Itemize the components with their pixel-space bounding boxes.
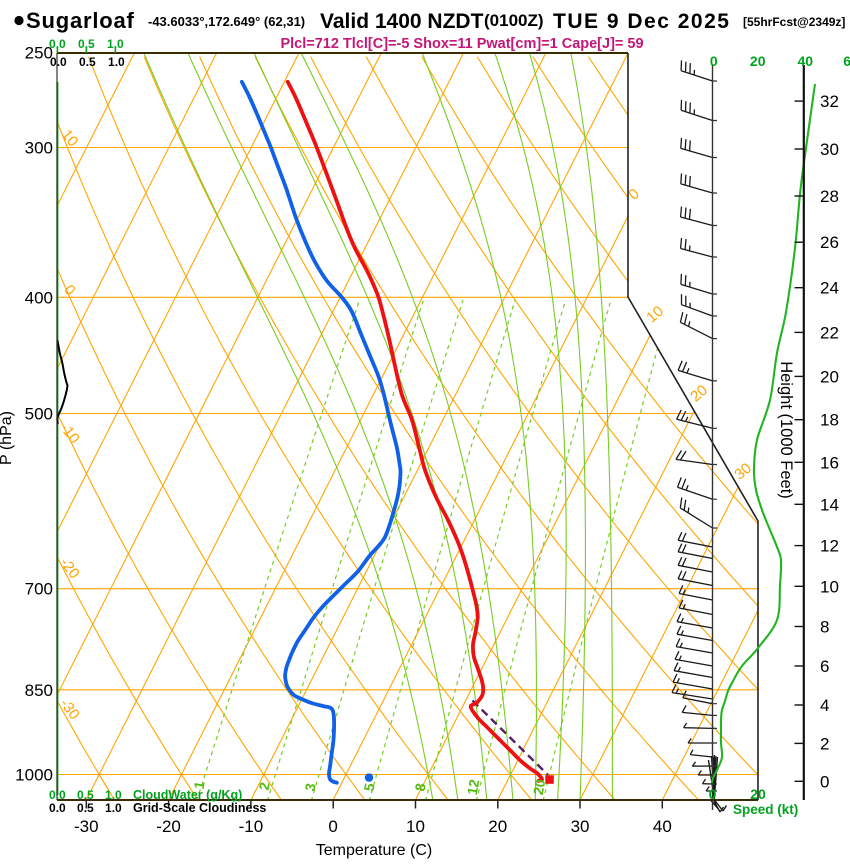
svg-text:700: 700 [25,580,53,599]
svg-text:-30: -30 [74,817,99,836]
svg-text:2: 2 [256,781,273,792]
svg-text:26: 26 [820,233,839,252]
svg-text:16: 16 [820,453,839,472]
svg-text:40: 40 [653,817,672,836]
svg-text:0.5: 0.5 [79,55,96,69]
svg-text:1000: 1000 [15,765,53,784]
svg-text:28: 28 [820,187,839,206]
svg-text:250: 250 [25,44,53,63]
svg-text:6: 6 [820,657,829,676]
svg-text:0.0: 0.0 [50,55,67,69]
svg-text:0.0: 0.0 [49,801,66,815]
svg-text:400: 400 [25,288,53,307]
svg-text:0: 0 [709,786,717,802]
svg-text:1.0: 1.0 [105,801,122,815]
svg-text:10: 10 [58,126,82,150]
svg-text:8: 8 [820,617,829,636]
svg-text:0.5: 0.5 [77,801,94,815]
svg-text:1.0: 1.0 [108,55,125,69]
svg-text:24: 24 [820,279,839,298]
svg-text:60: 60 [843,53,850,69]
svg-text:P (hPa): P (hPa) [0,411,15,465]
svg-text:20: 20 [530,778,548,796]
svg-text:22: 22 [820,323,839,342]
svg-text:Height (1000 Feet): Height (1000 Feet) [777,361,795,499]
svg-text:Speed (kt): Speed (kt) [733,802,798,817]
svg-text:20: 20 [488,817,507,836]
svg-text:30: 30 [820,140,839,159]
svg-text:0: 0 [820,772,829,791]
svg-text:20: 20 [750,786,766,802]
svg-text:4: 4 [820,696,829,715]
svg-text:850: 850 [25,681,53,700]
svg-text:32: 32 [820,92,839,111]
svg-text:20: 20 [820,367,839,386]
svg-text:30: 30 [571,817,590,836]
svg-text:3: 3 [302,782,319,793]
svg-text:500: 500 [25,404,53,423]
svg-text:Grid-Scale Cloudiness: Grid-Scale Cloudiness [133,801,266,815]
svg-text:5: 5 [361,782,378,793]
svg-text:300: 300 [25,138,53,157]
svg-text:-20: -20 [156,817,181,836]
svg-text:0.5: 0.5 [78,37,95,51]
svg-text:Valid 1400 NZDT: Valid 1400 NZDT [320,10,484,33]
svg-text:40: 40 [798,53,814,69]
svg-text:(0100Z): (0100Z) [484,11,544,30]
svg-text:18: 18 [820,411,839,430]
svg-text:-43.6033°,172.649° (62,31): -43.6033°,172.649° (62,31) [148,14,305,29]
svg-text:Temperature (C): Temperature (C) [316,842,432,859]
svg-text:14: 14 [820,495,839,514]
svg-text:1.0: 1.0 [105,788,122,802]
svg-text:8: 8 [412,782,429,793]
svg-text:10: 10 [820,577,839,596]
svg-text:-10: -10 [239,817,264,836]
svg-text:10: 10 [406,817,425,836]
svg-text:0.0: 0.0 [49,37,66,51]
svg-text:12: 12 [820,537,839,556]
svg-text:Plcl=712 Tlcl[C]=-5 Shox=11 Pw: Plcl=712 Tlcl[C]=-5 Shox=11 Pwat[cm]=1 C… [280,36,643,52]
svg-text:20: 20 [750,53,766,69]
svg-text:0.5: 0.5 [77,788,94,802]
svg-text:CloudWater (g/Kg): CloudWater (g/Kg) [133,788,242,802]
svg-text:1: 1 [191,780,208,791]
svg-text:0: 0 [328,817,337,836]
svg-text:2: 2 [820,734,829,753]
svg-text:12: 12 [464,778,482,796]
svg-text:0.0: 0.0 [49,788,66,802]
svg-text:[55hrFcst@2349z]: [55hrFcst@2349z] [743,15,845,29]
svg-text:Sugarloaf: Sugarloaf [26,8,135,33]
svg-text:0: 0 [710,53,718,69]
svg-text:TUE 9 Dec 2025: TUE 9 Dec 2025 [553,10,730,33]
svg-text:1.0: 1.0 [107,37,124,51]
